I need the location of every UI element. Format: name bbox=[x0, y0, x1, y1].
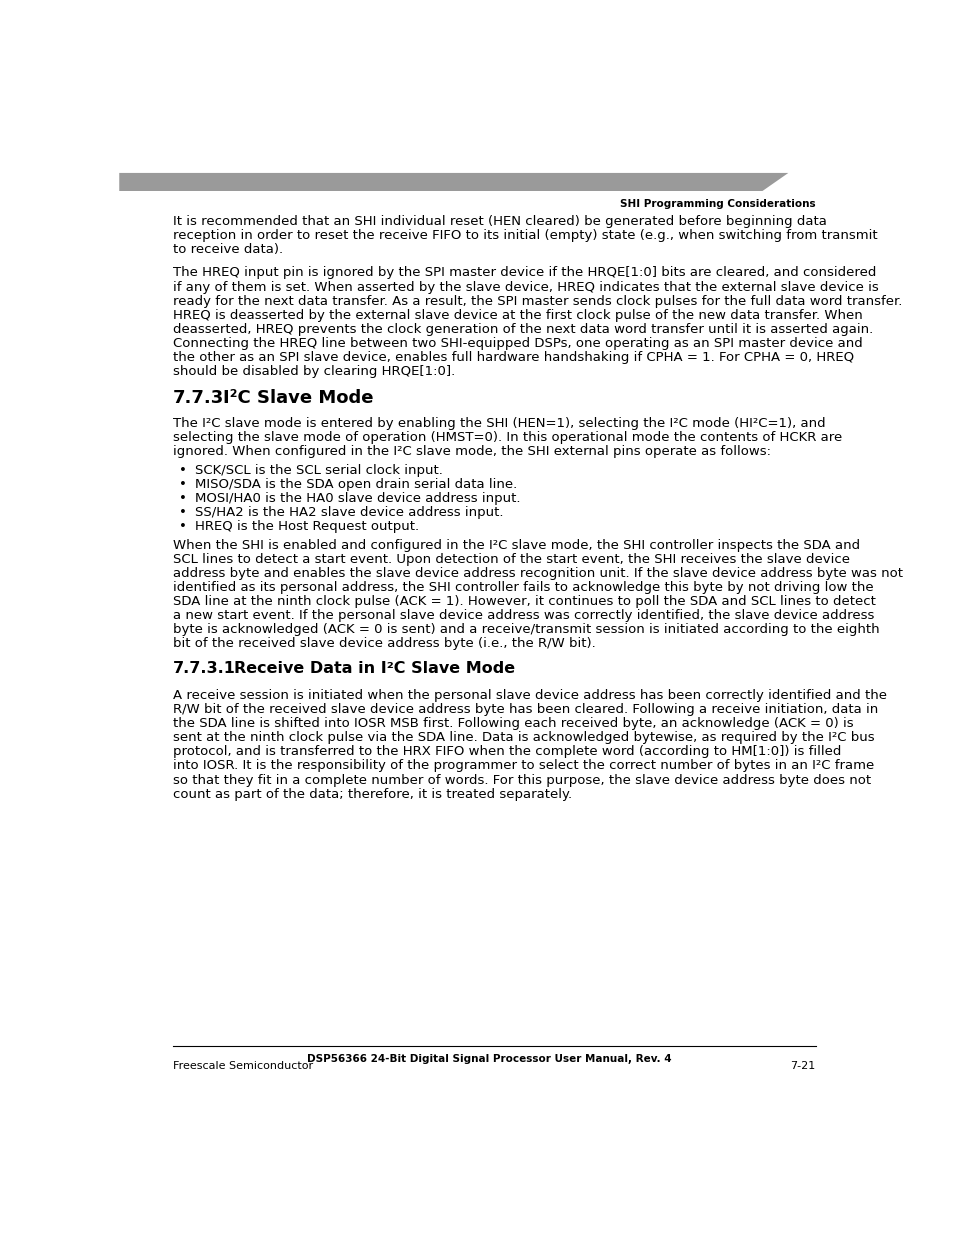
Text: When the SHI is enabled and configured in the I²C slave mode, the SHI controller: When the SHI is enabled and configured i… bbox=[173, 538, 860, 552]
Text: •: • bbox=[179, 492, 187, 505]
Text: •: • bbox=[179, 463, 187, 477]
Text: SS/HA2 is the HA2 slave device address input.: SS/HA2 is the HA2 slave device address i… bbox=[195, 506, 503, 519]
Text: Freescale Semiconductor: Freescale Semiconductor bbox=[173, 1061, 313, 1071]
Text: bit of the received slave device address byte (i.e., the R/W bit).: bit of the received slave device address… bbox=[173, 637, 596, 651]
Text: so that they fit in a complete number of words. For this purpose, the slave devi: so that they fit in a complete number of… bbox=[173, 773, 870, 787]
Text: the SDA line is shifted into IOSR MSB first. Following each received byte, an ac: the SDA line is shifted into IOSR MSB fi… bbox=[173, 718, 853, 730]
Text: the other as an SPI slave device, enables full hardware handshaking if CPHA = 1.: the other as an SPI slave device, enable… bbox=[173, 351, 854, 364]
Text: SHI Programming Considerations: SHI Programming Considerations bbox=[619, 199, 815, 209]
Text: SCL lines to detect a start event. Upon detection of the start event, the SHI re: SCL lines to detect a start event. Upon … bbox=[173, 553, 849, 566]
Text: deasserted, HREQ prevents the clock generation of the next data word transfer un: deasserted, HREQ prevents the clock gene… bbox=[173, 322, 873, 336]
Text: I²C Slave Mode: I²C Slave Mode bbox=[223, 389, 374, 406]
Text: address byte and enables the slave device address recognition unit. If the slave: address byte and enables the slave devic… bbox=[173, 567, 902, 580]
Text: •: • bbox=[179, 506, 187, 519]
Text: HREQ is deasserted by the external slave device at the first clock pulse of the : HREQ is deasserted by the external slave… bbox=[173, 309, 862, 322]
Text: identified as its personal address, the SHI controller fails to acknowledge this: identified as its personal address, the … bbox=[173, 582, 873, 594]
Polygon shape bbox=[119, 173, 787, 191]
Text: DSP56366 24-Bit Digital Signal Processor User Manual, Rev. 4: DSP56366 24-Bit Digital Signal Processor… bbox=[306, 1053, 671, 1063]
Text: •: • bbox=[179, 520, 187, 534]
Text: The HREQ input pin is ignored by the SPI master device if the HRQE[1:0] bits are: The HREQ input pin is ignored by the SPI… bbox=[173, 267, 876, 279]
Text: ready for the next data transfer. As a result, the SPI master sends clock pulses: ready for the next data transfer. As a r… bbox=[173, 295, 902, 308]
Text: should be disabled by clearing HRQE[1:0].: should be disabled by clearing HRQE[1:0]… bbox=[173, 366, 455, 378]
Text: ignored. When configured in the I²C slave mode, the SHI external pins operate as: ignored. When configured in the I²C slav… bbox=[173, 445, 770, 458]
Text: reception in order to reset the receive FIFO to its initial (empty) state (e.g.,: reception in order to reset the receive … bbox=[173, 228, 877, 242]
Text: 7.7.3: 7.7.3 bbox=[173, 389, 224, 406]
Text: A receive session is initiated when the personal slave device address has been c: A receive session is initiated when the … bbox=[173, 689, 886, 703]
Text: The I²C slave mode is entered by enabling the SHI (HEN=1), selecting the I²C mod: The I²C slave mode is entered by enablin… bbox=[173, 416, 825, 430]
Text: count as part of the data; therefore, it is treated separately.: count as part of the data; therefore, it… bbox=[173, 788, 572, 800]
Text: HREQ is the Host Request output.: HREQ is the Host Request output. bbox=[195, 520, 419, 534]
Text: •: • bbox=[179, 478, 187, 490]
Text: Connecting the HREQ line between two SHI-equipped DSPs, one operating as an SPI : Connecting the HREQ line between two SHI… bbox=[173, 337, 862, 350]
Text: Receive Data in I²C Slave Mode: Receive Data in I²C Slave Mode bbox=[233, 661, 515, 676]
Text: MOSI/HA0 is the HA0 slave device address input.: MOSI/HA0 is the HA0 slave device address… bbox=[195, 492, 520, 505]
Text: sent at the ninth clock pulse via the SDA line. Data is acknowledged bytewise, a: sent at the ninth clock pulse via the SD… bbox=[173, 731, 874, 745]
Text: SDA line at the ninth clock pulse (ACK = 1). However, it continues to poll the S: SDA line at the ninth clock pulse (ACK =… bbox=[173, 595, 875, 608]
Text: MISO/SDA is the SDA open drain serial data line.: MISO/SDA is the SDA open drain serial da… bbox=[195, 478, 517, 490]
Text: a new start event. If the personal slave device address was correctly identified: a new start event. If the personal slave… bbox=[173, 609, 874, 622]
Text: 7.7.3.1: 7.7.3.1 bbox=[173, 661, 235, 676]
Text: to receive data).: to receive data). bbox=[173, 243, 283, 256]
Text: 7-21: 7-21 bbox=[790, 1061, 815, 1071]
Text: protocol, and is transferred to the HRX FIFO when the complete word (according t: protocol, and is transferred to the HRX … bbox=[173, 746, 841, 758]
Text: into IOSR. It is the responsibility of the programmer to select the correct numb: into IOSR. It is the responsibility of t… bbox=[173, 760, 874, 772]
Text: if any of them is set. When asserted by the slave device, HREQ indicates that th: if any of them is set. When asserted by … bbox=[173, 280, 878, 294]
Text: R/W bit of the received slave device address byte has been cleared. Following a : R/W bit of the received slave device add… bbox=[173, 703, 878, 716]
Text: SCK/SCL is the SCL serial clock input.: SCK/SCL is the SCL serial clock input. bbox=[195, 463, 443, 477]
Text: It is recommended that an SHI individual reset (HEN cleared) be generated before: It is recommended that an SHI individual… bbox=[173, 215, 826, 227]
Text: selecting the slave mode of operation (HMST=0). In this operational mode the con: selecting the slave mode of operation (H… bbox=[173, 431, 841, 443]
Text: byte is acknowledged (ACK = 0 is sent) and a receive/transmit session is initiat: byte is acknowledged (ACK = 0 is sent) a… bbox=[173, 624, 879, 636]
